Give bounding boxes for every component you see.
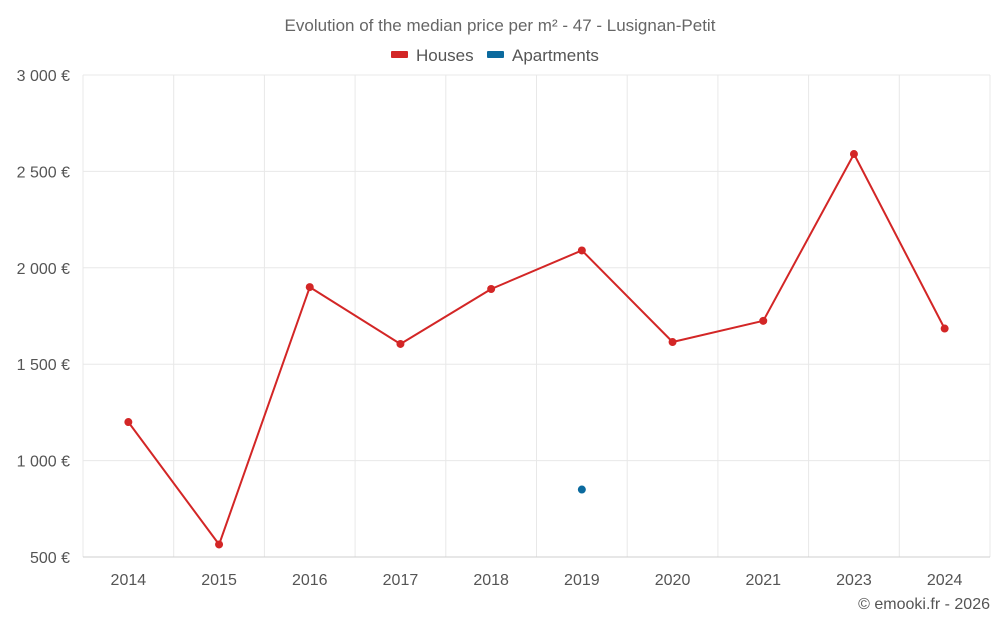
legend-swatch-apartments	[487, 51, 504, 58]
legend-item-apartments[interactable]: Apartments	[487, 46, 599, 65]
x-tick-label: 2016	[292, 572, 328, 589]
x-tick-label: 2018	[473, 572, 509, 589]
data-point-houses-2020[interactable]	[668, 338, 677, 347]
data-point-houses-2015[interactable]	[215, 540, 224, 549]
data-point-houses-2021[interactable]	[759, 316, 768, 325]
data-point-houses-2017[interactable]	[396, 339, 405, 348]
x-tick-label: 2021	[745, 572, 781, 589]
x-tick-label: 2020	[655, 572, 691, 589]
credit-text: © emooki.fr - 2026	[858, 596, 990, 613]
x-tick-label: 2023	[836, 572, 872, 589]
y-axis: 500 € 1 000 € 1 500 € 2 000 € 2 500 € 3 000 €	[17, 68, 70, 567]
y-tick-label: 1 500 €	[17, 357, 70, 374]
chart-title: Evolution of the median price per m² - 4…	[285, 16, 716, 35]
legend: Houses Apartments	[391, 46, 599, 65]
data-point-houses-2019[interactable]	[577, 246, 586, 255]
legend-label-apartments: Apartments	[512, 46, 599, 65]
y-tick-label: 1 000 €	[17, 454, 70, 471]
data-point-houses-2023[interactable]	[849, 150, 858, 159]
x-tick-label: 2019	[564, 572, 600, 589]
data-point-houses-2018[interactable]	[487, 285, 496, 294]
data-point-houses-2016[interactable]	[305, 283, 314, 292]
legend-label-houses: Houses	[416, 46, 474, 65]
y-tick-label: 3 000 €	[17, 68, 70, 85]
x-tick-label: 2024	[927, 572, 963, 589]
legend-swatch-houses	[391, 51, 408, 58]
data-point-houses-2014[interactable]	[124, 418, 133, 427]
x-tick-label: 2015	[201, 572, 237, 589]
grid	[82, 74, 991, 558]
data-point-apartments-2019[interactable]	[577, 485, 586, 494]
data-point-houses-2024[interactable]	[940, 324, 949, 333]
legend-item-houses[interactable]: Houses	[391, 46, 474, 65]
x-axis: 2014 2015 2016 2017 2018 2019 2020 2021 2023 2024	[83, 556, 990, 589]
x-tick-label: 2014	[111, 572, 147, 589]
series-line-houses	[127, 153, 946, 546]
y-tick-label: 2 500 €	[17, 164, 70, 181]
y-tick-label: 500 €	[30, 550, 70, 567]
series-layer	[124, 150, 949, 549]
y-tick-label: 2 000 €	[17, 261, 70, 278]
x-tick-label: 2017	[383, 572, 419, 589]
